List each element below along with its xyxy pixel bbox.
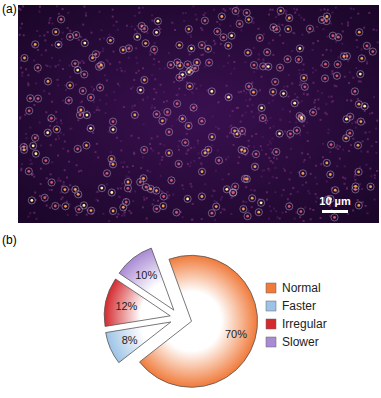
pie-slice [106, 322, 171, 363]
legend-swatch [266, 319, 276, 329]
legend-swatch [266, 283, 276, 293]
pie [104, 248, 257, 387]
data-label: 70% [225, 328, 247, 340]
panel-label: (a) [2, 2, 17, 16]
data-label: 10% [135, 269, 157, 281]
data-labels: 70% 8% 12% 10% [115, 269, 247, 346]
legend-label: Irregular [282, 317, 327, 331]
figure: (a) 10 µm (b) 70% 8% 12% 10% Normal Faster Irregu… [0, 0, 381, 398]
legend: Normal Faster Irregular Slower [266, 281, 327, 349]
scale-bar [322, 210, 348, 213]
micrograph [18, 5, 379, 223]
data-label: 8% [122, 334, 138, 346]
panel-label: (b) [2, 233, 17, 247]
data-label: 12% [115, 300, 137, 312]
legend-label: Normal [282, 281, 321, 295]
figure-svg: (a) 10 µm (b) 70% 8% 12% 10% Normal Faster Irregu… [0, 0, 381, 398]
legend-label: Faster [282, 299, 316, 313]
legend-swatch [266, 301, 276, 311]
scale-bar-label: 10 µm [319, 195, 351, 207]
legend-label: Slower [282, 335, 319, 349]
legend-swatch [266, 337, 276, 347]
